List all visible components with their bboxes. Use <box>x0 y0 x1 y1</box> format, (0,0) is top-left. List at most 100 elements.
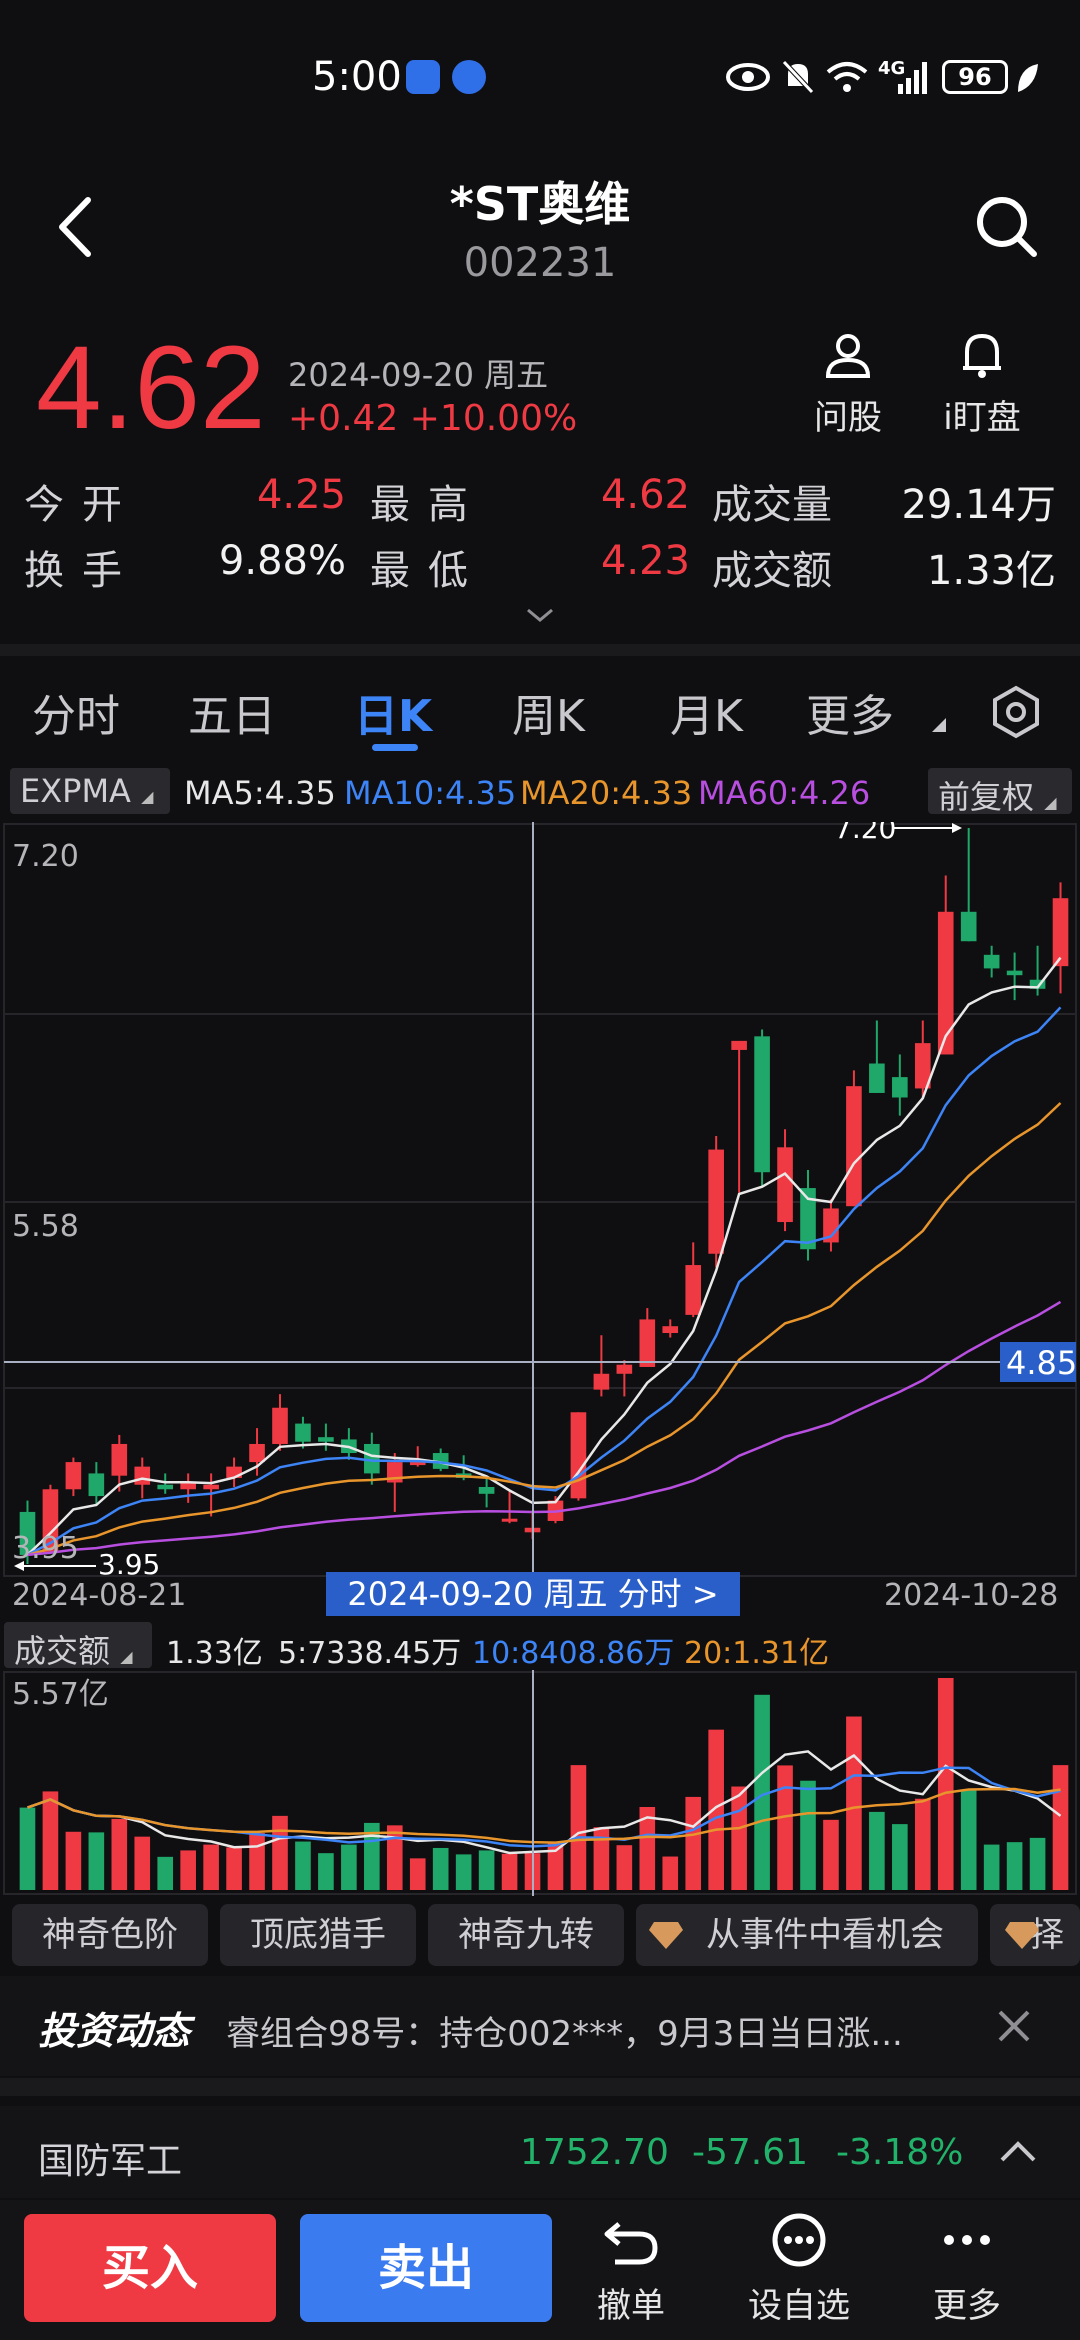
max-marker: 7.20 <box>834 822 962 845</box>
tab-five-day[interactable]: 五日 <box>188 691 276 742</box>
indicator-dropdown-icon: ◢ <box>141 787 154 806</box>
candle-body <box>249 1443 265 1463</box>
volume-bar <box>754 1694 770 1890</box>
candle-body <box>593 1373 610 1390</box>
chip-event-opportunity[interactable]: 从事件中看机会 <box>636 1904 978 1966</box>
volume-selector[interactable]: 成交额 ◢ <box>4 1622 152 1670</box>
eye-icon <box>726 63 770 91</box>
volume-bar <box>111 1818 128 1890</box>
sector-row[interactable]: 国防军工 1752.70 -57.61 -3.18% <box>0 2106 1080 2198</box>
candle-body <box>685 1265 702 1315</box>
volume-bar <box>1029 1837 1046 1890</box>
sell-button[interactable]: 卖出 <box>300 2214 552 2322</box>
volume-bar <box>455 1854 472 1890</box>
y-mid-label: 5.58 <box>12 1209 79 1244</box>
candle-body <box>111 1443 128 1476</box>
low-label: 最低 <box>370 548 486 594</box>
ma10-line <box>26 1006 1062 1557</box>
volume-bar <box>800 1780 816 1890</box>
candle-body <box>846 1086 862 1207</box>
watch-board-label: i盯盘 <box>943 398 1021 438</box>
volume-bar <box>386 1825 403 1890</box>
chip-more[interactable]: 择 <box>990 1904 1080 1966</box>
volume-bar <box>593 1827 610 1890</box>
candle-body <box>134 1466 151 1485</box>
volume-bar <box>846 1716 862 1890</box>
leaf-icon <box>1018 64 1038 92</box>
volume-chart[interactable]: 5.57亿 <box>0 1670 1080 1896</box>
volume-bar <box>731 1786 747 1890</box>
volume-ma5: 5:7338.45万 <box>278 1636 462 1671</box>
buy-button[interactable]: 买入 <box>24 2214 276 2322</box>
candle-body <box>180 1482 196 1490</box>
volume-bar <box>272 1815 288 1890</box>
chip-top-bottom-hunter[interactable]: 顶底猎手 <box>220 1904 416 1966</box>
candle-body <box>983 954 1000 969</box>
back-icon[interactable] <box>48 192 108 262</box>
chip-more-label: 择 <box>1030 1915 1064 1955</box>
candle-body <box>616 1364 633 1374</box>
kline-chart[interactable]: 7.20 5.58 3.95 4.85 7.20 <box>0 822 1080 1580</box>
open-value: 4.25 <box>256 472 346 518</box>
volume-bar <box>432 1847 449 1890</box>
candle-body <box>800 1188 816 1250</box>
news-bar[interactable]: 投资动态 睿组合98号：持仓002***，9月3日当日涨... <box>0 1976 1080 2076</box>
current-price: 4.62 <box>36 322 266 454</box>
quote-date: 2024-09-20 周五 <box>288 356 549 394</box>
volume-bar <box>478 1850 495 1890</box>
volume-bar <box>547 1842 564 1890</box>
high-label: 最高 <box>370 482 486 528</box>
adjust-selector-label: 前复权 <box>938 778 1035 816</box>
stock-name: *ST奥维 <box>449 177 631 231</box>
candle-body <box>409 1462 426 1466</box>
search-icon[interactable] <box>972 192 1042 262</box>
volume-bar <box>662 1856 679 1890</box>
end-date-label: 2024-10-28 <box>884 1578 1059 1613</box>
cancel-order-button[interactable]: 撤单 <box>566 2212 696 2327</box>
candle-body <box>226 1466 242 1478</box>
min-marker-label: 3.95 <box>98 1548 161 1581</box>
indicator-selector[interactable]: EXPMA ◢ <box>10 768 170 814</box>
settings-hex-icon[interactable] <box>988 684 1044 740</box>
candle-body <box>157 1484 174 1490</box>
candle-body <box>65 1462 82 1490</box>
crosshair-date-tag[interactable]: 2024-09-20 周五 分时 > <box>326 1572 740 1616</box>
volume-bar <box>409 1858 426 1890</box>
tab-monthly-k[interactable]: 月K <box>670 691 743 742</box>
more-button[interactable]: 更多 <box>902 2212 1032 2327</box>
volume-ma20: 20:1.31亿 <box>684 1636 830 1671</box>
ask-stock-button[interactable]: 问股 <box>788 330 908 439</box>
chevron-up-icon[interactable] <box>998 2138 1038 2164</box>
volume-bar <box>318 1853 334 1890</box>
news-text: 睿组合98号：持仓002***，9月3日当日涨... <box>226 2014 903 2054</box>
network-type: 4G <box>878 58 906 79</box>
add-watchlist-button[interactable]: 设自选 <box>734 2212 864 2327</box>
ma60-value: MA60:4.26 <box>698 774 871 812</box>
candle-body <box>937 911 954 1055</box>
sector-value: 1752.70 <box>520 2132 669 2173</box>
candle-body <box>1029 979 1046 989</box>
candle-body <box>432 1453 449 1469</box>
volume-bar <box>226 1847 242 1890</box>
candle-body <box>88 1473 105 1497</box>
mute-icon <box>782 60 814 94</box>
chip-color-scale[interactable]: 神奇色阶 <box>12 1904 208 1966</box>
watch-board-button[interactable]: i盯盘 <box>922 330 1042 439</box>
chip-magic-nine[interactable]: 神奇九转 <box>428 1904 624 1966</box>
more-label: 更多 <box>933 2286 1001 2326</box>
tab-daily-k[interactable]: 日K <box>354 691 433 742</box>
expand-chevron-icon[interactable] <box>522 604 558 626</box>
tab-intraday[interactable]: 分时 <box>32 691 120 742</box>
volume-bar <box>88 1832 105 1890</box>
tab-weekly-k[interactable]: 周K <box>512 691 585 742</box>
turnover-value: 9.88% <box>218 538 346 584</box>
candle-body <box>662 1326 679 1334</box>
volume-bar <box>777 1765 793 1890</box>
close-icon[interactable] <box>996 2008 1032 2044</box>
tab-more[interactable]: 更多 <box>806 691 894 742</box>
battery-indicator: 96 <box>942 60 1008 94</box>
volume-bar <box>960 1789 977 1890</box>
volume-current: 1.33亿 <box>166 1636 263 1671</box>
price-change: +0.42 +10.00% <box>288 398 578 439</box>
adjust-selector[interactable]: 前复权 ◢ <box>928 768 1072 816</box>
